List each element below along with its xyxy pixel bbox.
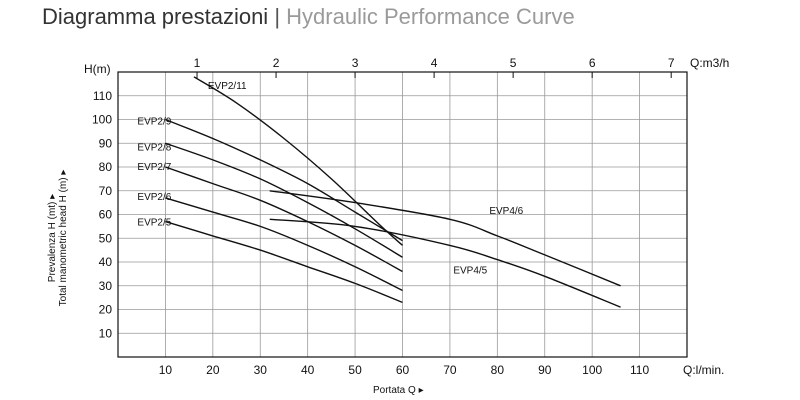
y-tick-label: 70 <box>99 184 113 198</box>
series-line-evp2-9 <box>165 118 403 242</box>
x-tick-label: 20 <box>206 363 220 377</box>
y-tick-label: 40 <box>99 255 113 269</box>
x2-tick-label: 3 <box>352 56 359 70</box>
x2-tick-label: 4 <box>431 56 438 70</box>
series-label-evp2-8: EVP2/8 <box>137 142 171 153</box>
x-tick-label: 70 <box>443 363 457 377</box>
series-label-evp2-5: EVP2/5 <box>137 218 171 229</box>
series-label-evp2-6: EVP2/6 <box>137 192 171 203</box>
y-tick-label: 10 <box>99 326 113 340</box>
y-axis-title: H(m) <box>84 62 111 76</box>
x2-tick-label: 1 <box>194 56 201 70</box>
y-tick-label: 100 <box>92 113 112 127</box>
y-tick-label: 110 <box>93 89 112 103</box>
x-caption: Portata Q ▸ <box>373 385 424 396</box>
series-label-evp2-7: EVP2/7 <box>137 162 171 173</box>
x2-tick-label: 2 <box>273 56 280 70</box>
y-tick-label: 60 <box>99 208 113 222</box>
y-tick-label: 80 <box>99 160 113 174</box>
y-tick-label: 30 <box>99 279 113 293</box>
x-tick-label: 110 <box>630 363 649 377</box>
x2-tick-label: 5 <box>510 56 517 70</box>
series-label-evp4-6: EVP4/6 <box>489 206 523 217</box>
x-tick-label: 50 <box>348 363 362 377</box>
x-tick-label: 60 <box>396 363 410 377</box>
y-tick-label: 90 <box>99 136 113 150</box>
series-line-evp4-6 <box>269 190 621 287</box>
y-tick-label: 50 <box>99 231 113 245</box>
x2-tick-label: 6 <box>589 56 596 70</box>
series-line-evp2-11 <box>193 76 403 246</box>
x2-tick-label: 7 <box>668 56 675 70</box>
title-english: Hydraulic Performance Curve <box>286 4 575 29</box>
x2-axis-title: Q:m3/h <box>690 56 729 70</box>
x-tick-label: 40 <box>301 363 315 377</box>
title-separator: | <box>274 4 281 29</box>
x-tick-label: 100 <box>582 363 602 377</box>
series-label-evp2-9: EVP2/9 <box>137 117 171 128</box>
series-label-evp4-5: EVP4/5 <box>453 266 487 277</box>
plot-frame <box>117 71 688 358</box>
x-tick-label: 30 <box>254 363 268 377</box>
series-label-evp2-11: EVP2/11 <box>208 81 247 92</box>
series-line-evp2-5 <box>165 220 403 304</box>
title-italian: Diagramma prestazioni <box>42 4 269 29</box>
series-line-evp2-8 <box>165 142 403 258</box>
x-axis-title: Q:l/min. <box>683 363 724 377</box>
x-tick-label: 90 <box>538 363 552 377</box>
x-tick-label: 10 <box>159 363 173 377</box>
y-tick-label: 20 <box>99 303 113 317</box>
series-line-evp2-6 <box>165 197 403 292</box>
x-tick-label: 80 <box>491 363 505 377</box>
series-line-evp2-7 <box>165 166 403 273</box>
page-title: Diagramma prestazioni | Hydraulic Perfor… <box>42 4 575 30</box>
series-line-evp4-5 <box>269 218 621 308</box>
